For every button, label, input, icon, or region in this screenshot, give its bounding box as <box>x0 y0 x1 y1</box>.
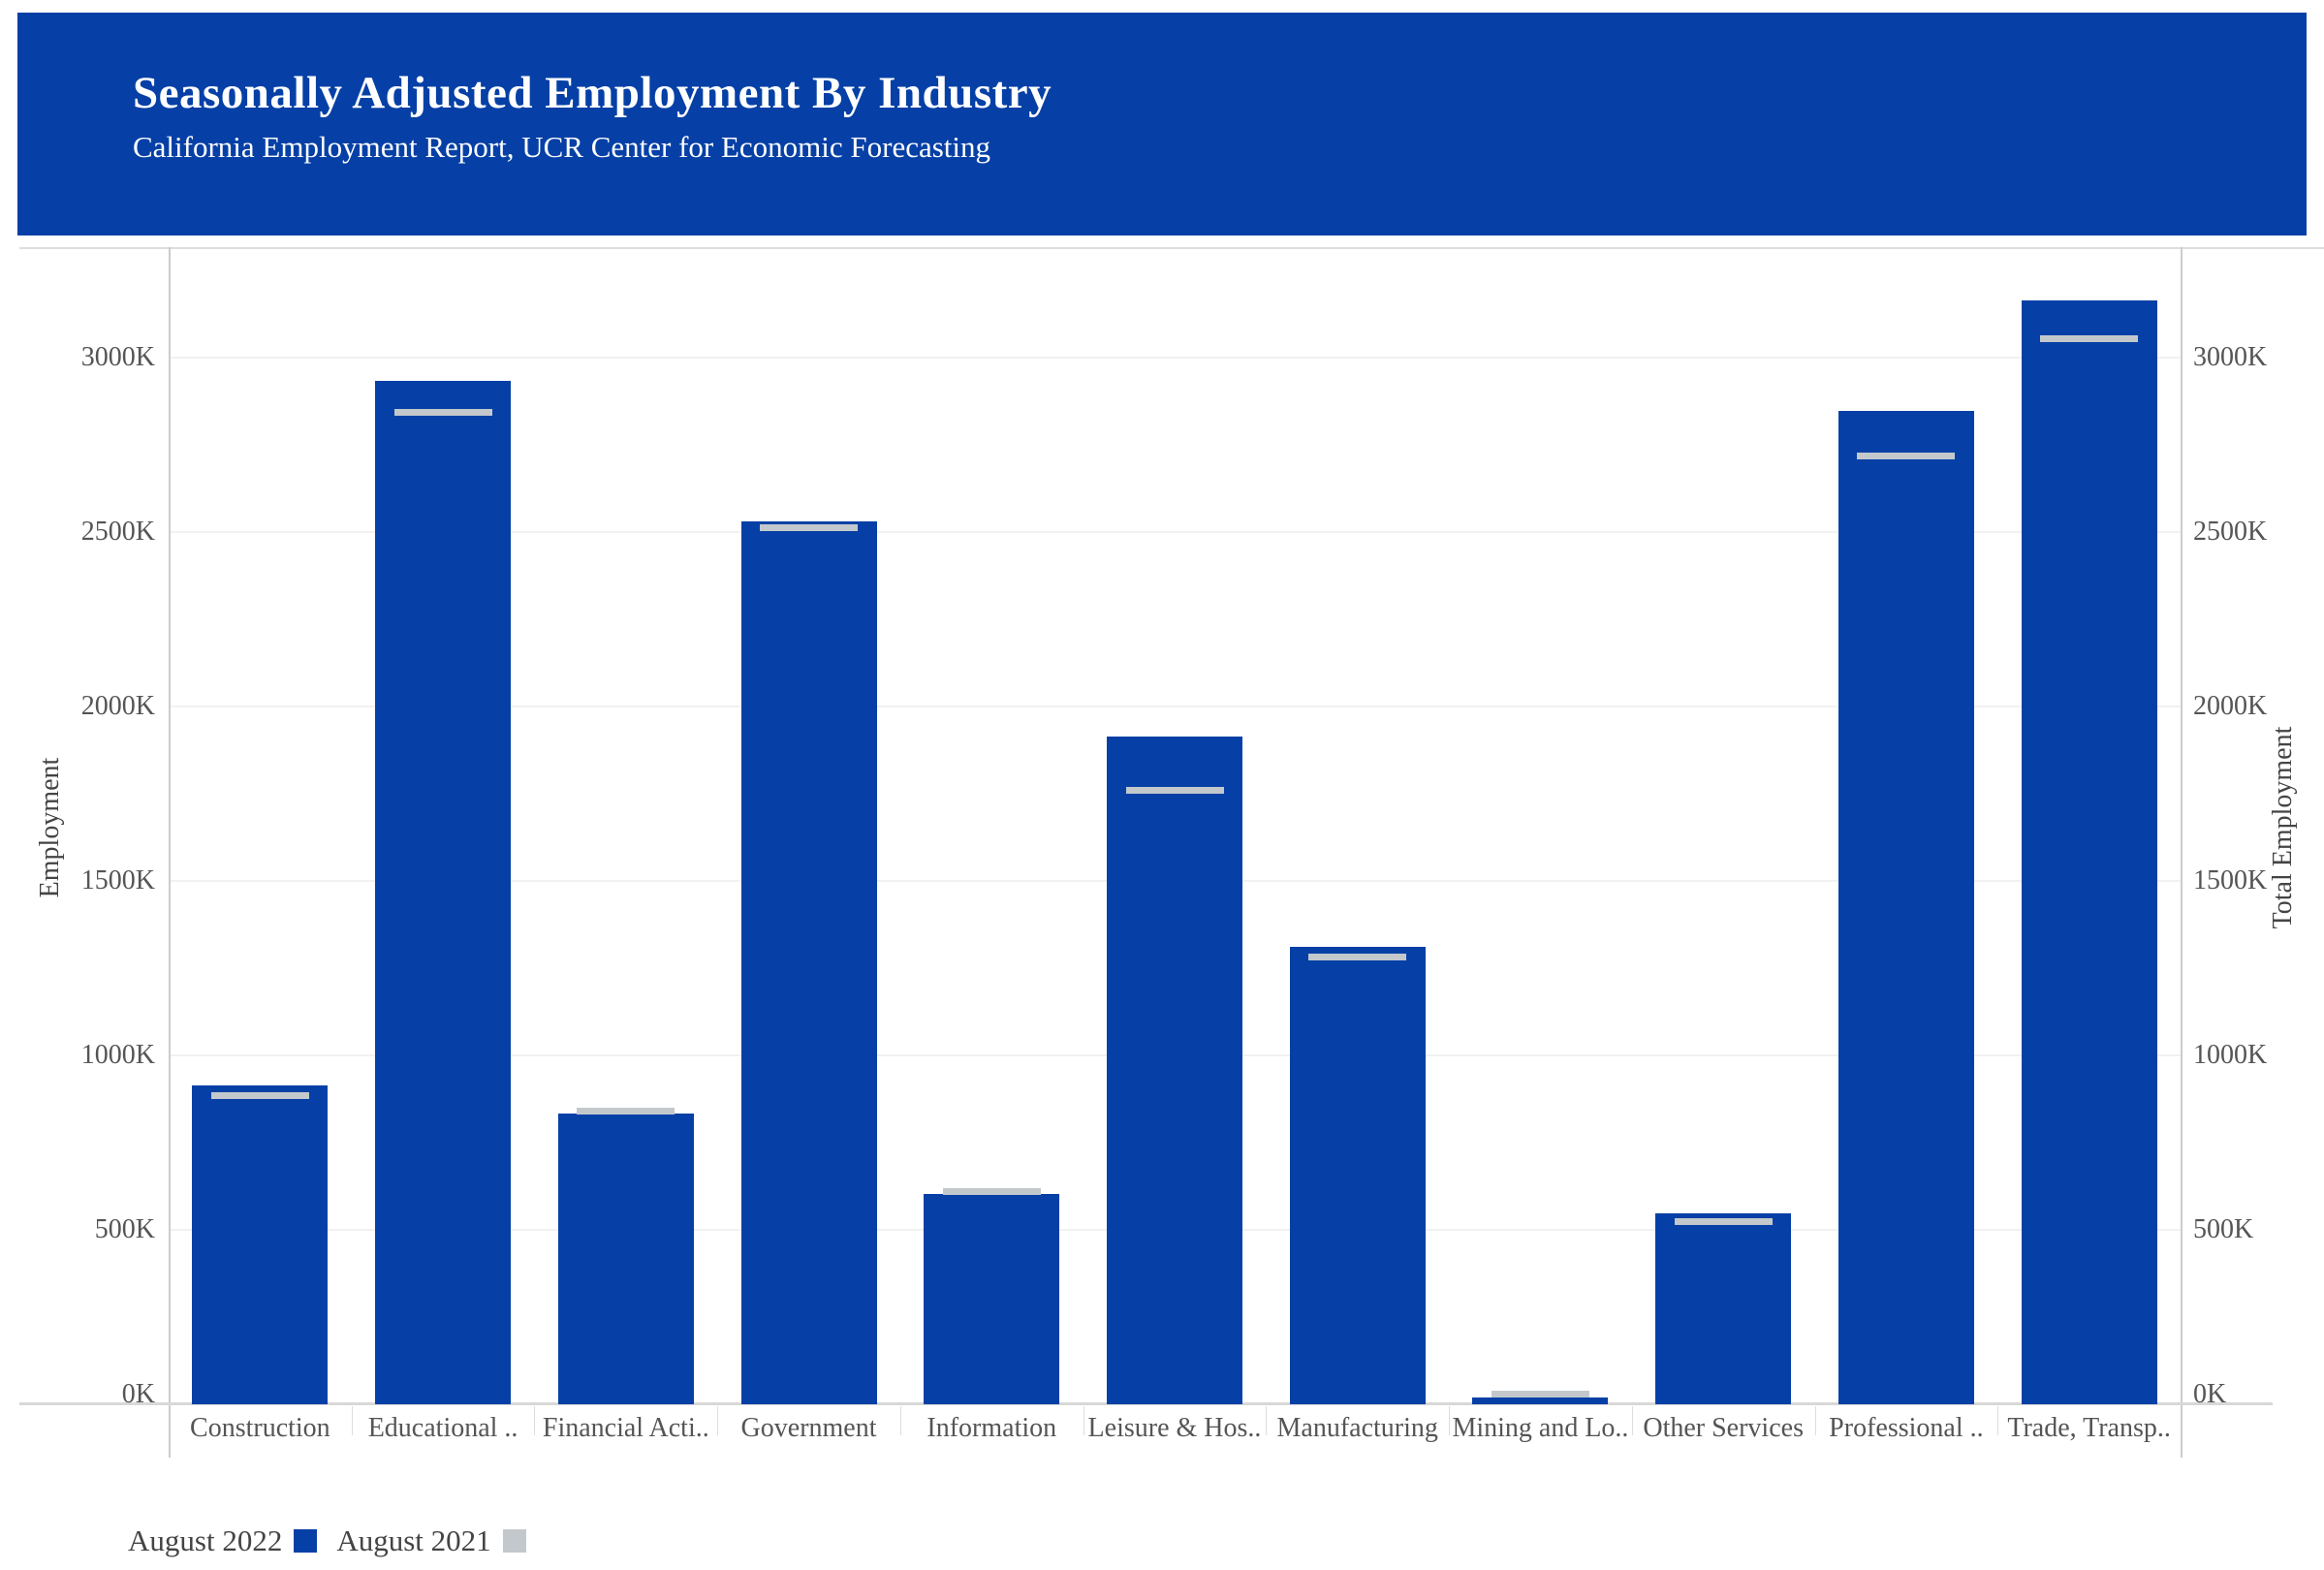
category-boundary-tick <box>1449 1406 1450 1435</box>
reference-tick-construction[interactable] <box>210 1092 309 1100</box>
category-boundary-tick <box>1632 1406 1633 1435</box>
category-boundary-tick <box>534 1406 535 1435</box>
y-tick-label-right-2500k: 2500K <box>2193 517 2268 547</box>
bar-manufacturing[interactable] <box>1289 947 1426 1404</box>
y-tick-label-left-2500k: 2500K <box>80 517 155 547</box>
report-banner: Seasonally Adjusted Employment By Indust… <box>17 13 2307 236</box>
y-axis-title-right: Total Employment <box>2268 726 2298 929</box>
legend: August 2022 August 2021 <box>128 1523 526 1558</box>
y-axis-title-left: Employment <box>35 757 65 898</box>
y-tick-label-right-500k: 500K <box>2193 1214 2254 1244</box>
category-boundary-tick <box>352 1406 353 1435</box>
plot-right-border <box>2181 247 2183 1458</box>
y-tick-label-left-1000k: 1000K <box>80 1040 155 1070</box>
x-label-information: Information <box>926 1413 1057 1443</box>
category-boundary-tick <box>1815 1406 1816 1435</box>
y-tick-label-right-2000k: 2000K <box>2193 691 2268 721</box>
reference-tick-information[interactable] <box>942 1187 1041 1195</box>
legend-label-august-2022: August 2022 <box>128 1523 283 1557</box>
plot-left-border <box>169 247 171 1458</box>
bar-financial-acti[interactable] <box>557 1113 694 1404</box>
x-label-leisure-hos: Leisure & Hos.. <box>1087 1413 1262 1443</box>
y-tick-label-right-1000k: 1000K <box>2193 1040 2268 1070</box>
category-boundary-tick <box>717 1406 718 1435</box>
legend-item-august-2021[interactable]: August 2021 <box>336 1523 526 1558</box>
legend-label-august-2021: August 2021 <box>336 1523 491 1557</box>
x-label-mining-and-lo: Mining and Lo.. <box>1452 1413 1629 1443</box>
y-tick-label-left-500k: 500K <box>94 1214 155 1244</box>
x-label-government: Government <box>740 1413 877 1443</box>
y-tick-label-left-1500k: 1500K <box>80 865 155 895</box>
x-label-manufacturing: Manufacturing <box>1276 1413 1438 1443</box>
gridline-3000k <box>171 357 2181 359</box>
y-tick-label-right-1500k: 1500K <box>2193 865 2268 895</box>
bar-leisure-hos[interactable] <box>1107 736 1242 1404</box>
category-boundary-tick <box>1266 1406 1267 1435</box>
reference-tick-other-services[interactable] <box>1674 1217 1773 1225</box>
reference-tick-professional[interactable] <box>1857 453 1956 460</box>
bar-information[interactable] <box>924 1193 1060 1404</box>
reference-tick-educational[interactable] <box>393 409 492 417</box>
gridline-2000k <box>171 706 2181 707</box>
legend-item-august-2022[interactable]: August 2022 <box>128 1523 318 1558</box>
bar-educational[interactable] <box>375 381 512 1404</box>
reference-tick-mining-and-lo[interactable] <box>1491 1390 1589 1397</box>
x-label-educational: Educational .. <box>367 1413 518 1443</box>
y-tick-label-left-3000k: 3000K <box>80 342 155 372</box>
bar-mining-and-lo[interactable] <box>1472 1397 1609 1404</box>
reference-tick-leisure-hos[interactable] <box>1125 786 1224 794</box>
y-tick-label-left-2000k: 2000K <box>80 691 155 721</box>
y-tick-label-right-0k: 0K <box>2193 1379 2227 1409</box>
x-label-professional: Professional .. <box>1829 1413 1984 1443</box>
gridline-2500k <box>171 531 2181 533</box>
page-subtitle: California Employment Report, UCR Center… <box>133 130 991 165</box>
x-label-trade-transp: Trade, Transp.. <box>2007 1413 2171 1443</box>
category-boundary-tick <box>1997 1406 1998 1435</box>
y-tick-label-left-0k: 0K <box>121 1379 155 1409</box>
x-label-other-services: Other Services <box>1643 1413 1804 1443</box>
x-label-financial-acti: Financial Acti.. <box>542 1413 709 1443</box>
bar-construction[interactable] <box>192 1084 329 1404</box>
y-tick-label-right-3000k: 3000K <box>2193 342 2268 372</box>
bar-professional[interactable] <box>1837 411 1974 1404</box>
category-boundary-tick <box>900 1406 901 1435</box>
reference-tick-manufacturing[interactable] <box>1308 953 1407 960</box>
category-boundary-tick <box>1083 1406 1084 1435</box>
page-title: Seasonally Adjusted Employment By Indust… <box>133 68 1052 118</box>
bar-other-services[interactable] <box>1655 1213 1792 1404</box>
reference-tick-financial-acti[interactable] <box>577 1108 675 1115</box>
reference-tick-government[interactable] <box>760 524 859 532</box>
chart-top-border <box>19 247 2324 249</box>
bar-trade-transp[interactable] <box>2021 299 2157 1404</box>
legend-swatch-august-2021-icon <box>502 1529 526 1553</box>
x-label-construction: Construction <box>190 1413 330 1443</box>
legend-swatch-august-2022-icon <box>294 1529 318 1553</box>
reference-tick-trade-transp[interactable] <box>2040 335 2139 343</box>
bar-government[interactable] <box>740 521 877 1404</box>
